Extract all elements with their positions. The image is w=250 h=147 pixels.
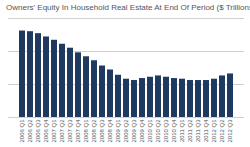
- svg-text:2012 Q3: 2012 Q3: [227, 119, 233, 143]
- svg-text:2007 Q3: 2007 Q3: [67, 119, 73, 143]
- svg-text:2006 Q3: 2006 Q3: [35, 119, 41, 143]
- svg-text:2011 Q4: 2011 Q4: [203, 119, 209, 142]
- svg-text:2012 Q2: 2012 Q2: [219, 119, 225, 143]
- svg-text:2010 Q2: 2010 Q2: [155, 119, 161, 143]
- svg-text:2009 Q4: 2009 Q4: [139, 119, 145, 143]
- svg-text:2010 Q1: 2010 Q1: [147, 119, 153, 143]
- svg-text:2009 Q1: 2009 Q1: [115, 119, 121, 143]
- svg-text:2011 Q3: 2011 Q3: [195, 119, 201, 142]
- svg-text:2008 Q3: 2008 Q3: [99, 119, 105, 143]
- svg-text:2011 Q1: 2011 Q1: [179, 119, 185, 142]
- svg-text:2010 Q3: 2010 Q3: [163, 119, 169, 143]
- svg-text:2006 Q2: 2006 Q2: [27, 119, 33, 143]
- svg-text:2006 Q4: 2006 Q4: [43, 119, 49, 143]
- svg-text:2009 Q3: 2009 Q3: [131, 119, 137, 143]
- svg-text:2009 Q2: 2009 Q2: [123, 119, 129, 143]
- svg-text:2007 Q4: 2007 Q4: [75, 119, 81, 143]
- svg-text:2008 Q1: 2008 Q1: [83, 119, 89, 143]
- svg-text:2010 Q4: 2010 Q4: [171, 119, 177, 143]
- svg-text:2012 Q1: 2012 Q1: [211, 119, 217, 143]
- svg-text:2006 Q1: 2006 Q1: [19, 119, 25, 143]
- svg-text:2007 Q1: 2007 Q1: [51, 119, 57, 143]
- svg-text:2011 Q2: 2011 Q2: [187, 119, 193, 142]
- svg-text:2008 Q4: 2008 Q4: [107, 119, 113, 143]
- svg-text:2008 Q2: 2008 Q2: [91, 119, 97, 143]
- svg-text:2007 Q2: 2007 Q2: [59, 119, 65, 143]
